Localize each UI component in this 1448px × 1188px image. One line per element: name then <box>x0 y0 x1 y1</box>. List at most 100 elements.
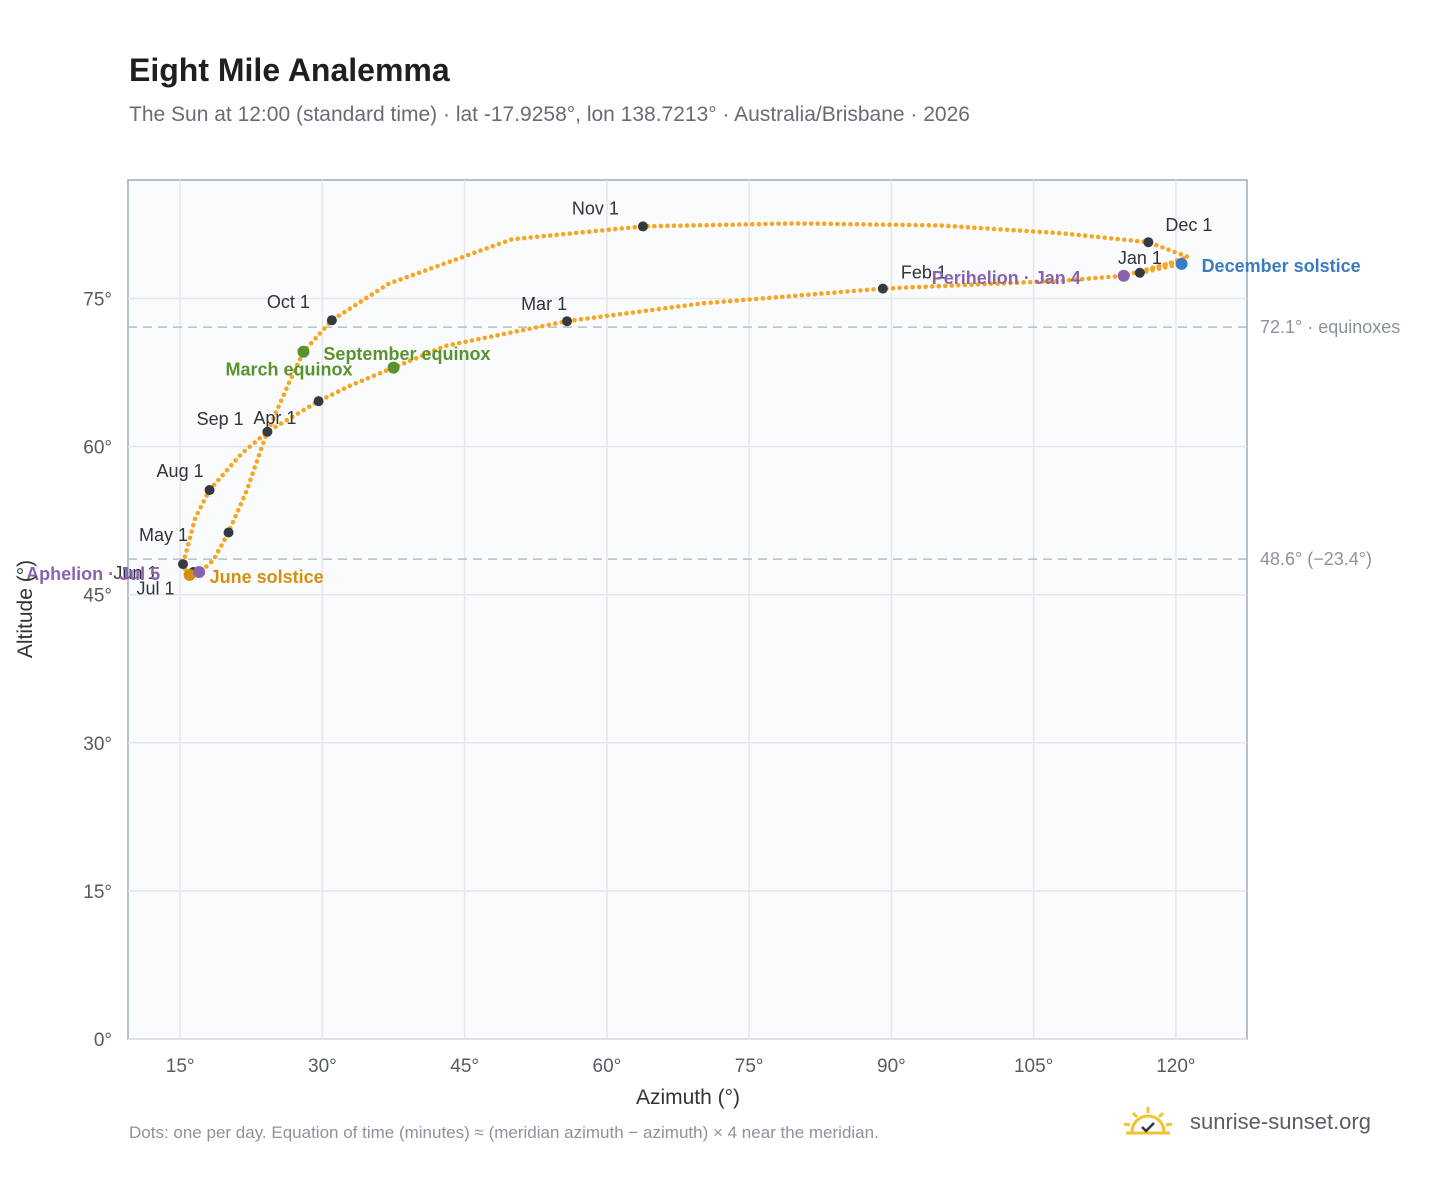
month-point <box>637 221 648 232</box>
y-tick-label: 60° <box>83 438 112 459</box>
daily-dot <box>1080 276 1085 282</box>
brand-logo[interactable]: sunrise-sunset.org <box>1120 1104 1371 1140</box>
daily-dot <box>900 222 905 228</box>
daily-dot <box>256 452 262 458</box>
event-label: March equinox <box>226 360 353 380</box>
daily-dot <box>204 564 209 569</box>
daily-dot <box>946 223 951 229</box>
brand-text: sunrise-sunset.org <box>1190 1109 1371 1134</box>
daily-dot <box>903 285 909 290</box>
daily-dot <box>429 266 434 271</box>
daily-dot <box>776 221 781 227</box>
daily-dot <box>465 252 471 258</box>
daily-dot <box>782 221 788 226</box>
daily-dot <box>684 223 690 228</box>
daily-dot <box>949 283 955 288</box>
footnote: Dots: one per day. Equation of time (min… <box>129 1123 879 1142</box>
daily-dot <box>301 407 306 413</box>
daily-dot <box>874 222 879 227</box>
month-label: Mar 1 <box>521 294 567 314</box>
daily-dot <box>353 381 359 386</box>
event-label: December solstice <box>1202 256 1361 276</box>
daily-dot <box>1106 274 1111 280</box>
daily-dot <box>484 246 490 251</box>
x-tick-label: 15° <box>166 1056 195 1077</box>
daily-dot <box>438 345 443 351</box>
daily-dot <box>541 233 546 239</box>
daily-dot <box>821 221 827 227</box>
daily-dot <box>398 277 403 282</box>
daily-dot <box>297 356 303 362</box>
daily-dot <box>306 404 312 410</box>
daily-dot <box>478 248 483 253</box>
daily-dot <box>198 504 203 510</box>
daily-dot <box>572 317 577 323</box>
daily-dot <box>292 368 297 374</box>
daily-dot <box>861 222 866 227</box>
daily-dot <box>567 231 572 236</box>
daily-dot <box>271 416 276 422</box>
daily-dot <box>488 334 494 339</box>
daily-dot <box>1184 254 1190 259</box>
daily-dot <box>336 313 342 319</box>
daily-dot <box>410 272 416 278</box>
daily-dot <box>858 288 863 293</box>
daily-dot <box>377 370 383 376</box>
event-label: June solstice <box>210 567 324 587</box>
daily-dot <box>1017 228 1023 233</box>
daily-dot <box>1021 280 1026 285</box>
x-axis-label: Azimuth (°) <box>636 1086 740 1109</box>
daily-dot <box>453 257 459 262</box>
daily-dot <box>295 411 301 416</box>
daily-dot <box>854 222 860 227</box>
daily-dot <box>851 288 857 294</box>
daily-dot <box>671 223 677 229</box>
daily-dot <box>740 297 746 303</box>
daily-dot <box>380 285 386 290</box>
daily-dot <box>1095 234 1101 240</box>
daily-dot <box>864 287 870 293</box>
daily-dot <box>527 326 532 332</box>
daily-dot <box>401 360 407 366</box>
daily-dot <box>242 448 247 454</box>
daily-dot <box>727 298 733 304</box>
daily-dot <box>1168 260 1174 266</box>
daily-dot <box>763 221 768 227</box>
daily-dot <box>933 223 938 228</box>
daily-dot <box>760 296 766 301</box>
daily-dot <box>222 537 227 543</box>
daily-dot <box>425 350 431 356</box>
daily-dot <box>988 281 994 287</box>
daily-dot <box>187 535 193 541</box>
chart-title: Eight Mile Analemma <box>129 52 450 88</box>
daily-dot <box>936 283 942 289</box>
daily-dot <box>1160 245 1165 250</box>
daily-dot <box>887 222 892 227</box>
daily-dot <box>212 554 218 560</box>
daily-dot <box>508 330 513 336</box>
event-point <box>1175 257 1188 270</box>
month-point <box>562 316 573 327</box>
daily-dot <box>913 222 918 228</box>
x-tick-label: 30° <box>308 1056 337 1077</box>
daily-dot <box>1067 277 1072 283</box>
month-label: Jul 1 <box>137 578 175 598</box>
daily-dot <box>353 302 358 308</box>
daily-dot <box>1030 229 1036 234</box>
daily-dot <box>261 440 266 446</box>
daily-dot <box>219 543 224 548</box>
daily-dot <box>619 226 625 231</box>
month-point <box>223 527 234 538</box>
daily-dot <box>490 243 496 249</box>
daily-dot <box>708 300 713 306</box>
daily-dot <box>215 549 221 554</box>
daily-dot <box>897 285 902 291</box>
daily-dot <box>482 335 488 341</box>
daily-dot <box>444 343 449 349</box>
daily-dot <box>1034 279 1039 285</box>
daily-dot <box>435 263 440 269</box>
daily-dot <box>290 414 295 420</box>
month-point <box>204 485 215 496</box>
event-point <box>183 568 196 581</box>
daily-dot <box>1063 231 1068 236</box>
